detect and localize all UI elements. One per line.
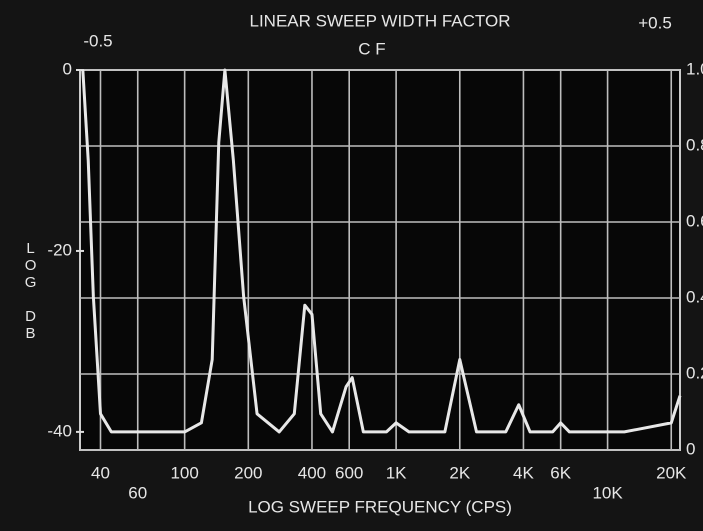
- x-tick-label: 100: [170, 463, 198, 482]
- x-axis-label: LOG SWEEP FREQUENCY (CPS): [248, 497, 512, 516]
- y2-tick-label: 0.2: [686, 363, 703, 382]
- y2-tick-label: 0.6: [686, 211, 703, 230]
- chart: LINEAR SWEEP WIDTH FACTOR -0.5 C F +0.5 …: [0, 0, 703, 531]
- y-tick-label: -40: [47, 421, 72, 440]
- x-tick-label: 60: [128, 483, 147, 502]
- x-tick-label: 600: [335, 463, 363, 482]
- y-tick-label: 0: [63, 59, 72, 78]
- y2-tick-label: 1.0: [686, 59, 703, 78]
- top-label: -0.5: [83, 31, 112, 50]
- x-tick-label: 20K: [656, 463, 687, 482]
- y2-tick-label: 0.8: [686, 135, 703, 154]
- y-tick-label: -20: [47, 240, 72, 259]
- x-tick-label: 4K: [513, 463, 534, 482]
- y-axis-label: LOG DB: [22, 240, 39, 342]
- x-tick-label: 400: [298, 463, 326, 482]
- y2-tick-label: 0.4: [686, 287, 703, 306]
- screen: [80, 70, 680, 450]
- top-label: +0.5: [638, 13, 672, 32]
- x-tick-label: 1K: [386, 463, 407, 482]
- y2-tick-label: 0: [686, 439, 695, 458]
- x-tick-label: 2K: [449, 463, 470, 482]
- x-tick-label: 40: [91, 463, 110, 482]
- x-tick-label: 6K: [550, 463, 571, 482]
- chart-title: LINEAR SWEEP WIDTH FACTOR: [249, 11, 510, 30]
- x-tick-label: 10K: [592, 483, 623, 502]
- x-tick-label: 200: [234, 463, 262, 482]
- top-label: C F: [358, 39, 385, 58]
